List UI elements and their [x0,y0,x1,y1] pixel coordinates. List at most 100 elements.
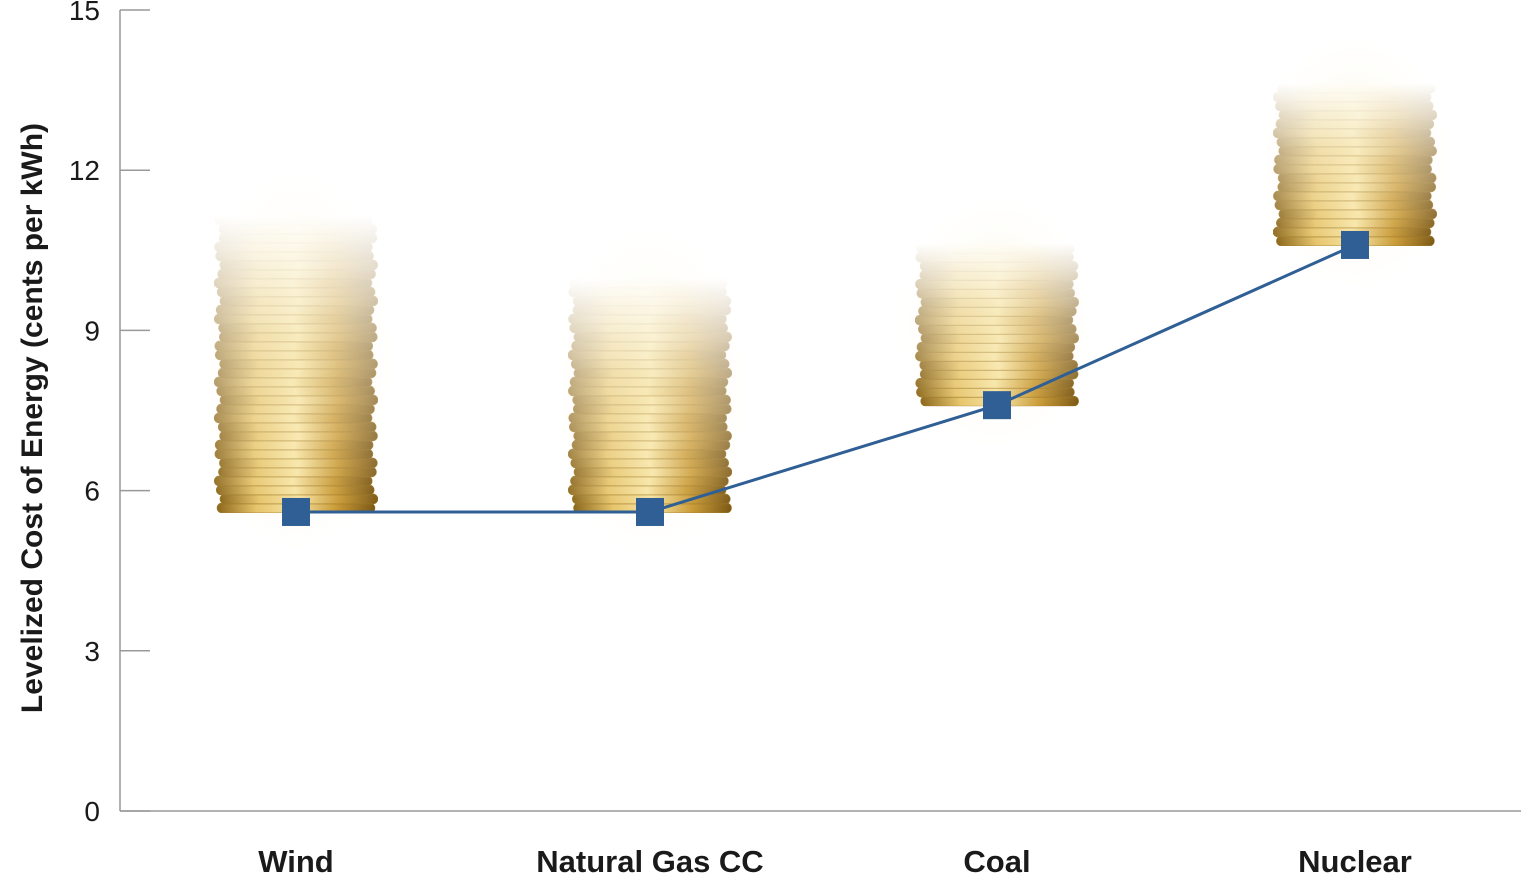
coin [920,296,1080,308]
coin [214,241,373,253]
coin [213,277,373,289]
coin [919,269,1079,281]
y-tick-label: 6 [84,476,100,507]
coin [568,313,727,325]
coin [213,313,373,325]
coin [916,242,1075,254]
coin [216,385,375,397]
coin [218,322,377,334]
y-axis-title: Levelized Cost of Energy (cents per kWh) [16,123,49,713]
coin-stacks [198,34,1453,557]
coin [214,340,374,352]
coin [567,349,727,361]
coin [919,260,1079,272]
coin [213,475,373,487]
coin [570,475,729,487]
coin [567,448,727,460]
coin [1276,217,1435,229]
coin [918,323,1077,335]
coin [915,251,1074,263]
coin [219,457,378,469]
coin [1273,190,1432,202]
x-tick-labels: Wind Natural Gas CC Coal Nuclear [258,844,1412,878]
coin [568,412,728,424]
coin [216,286,376,298]
coin [1277,181,1437,193]
coin-stack [552,226,748,557]
coin [1274,199,1434,211]
coin [219,430,378,442]
coin [1277,82,1436,94]
y-tick-label: 0 [84,796,100,827]
data-point-coal [983,391,1011,420]
coin [573,466,733,478]
coin [218,232,378,244]
coin [568,286,727,298]
coin [1277,172,1437,184]
coin [1278,208,1438,220]
data-point-natural-gas-cc [636,497,664,526]
coin [914,314,1074,326]
coin [918,305,1077,317]
coin [216,403,375,415]
x-tick-label: Natural Gas CC [536,844,763,878]
coin [219,331,378,343]
coin [214,349,374,361]
y-tick-label: 9 [84,315,100,346]
coin [573,331,733,343]
coin [916,287,1076,299]
coin [213,376,373,388]
coin [1278,109,1438,121]
coin [1275,118,1435,130]
coin [569,376,729,388]
coin-stack [1257,34,1453,290]
coin [571,340,730,352]
x-tick-label: Nuclear [1298,844,1412,878]
coin [217,268,376,280]
coin [568,385,727,397]
coin [1273,163,1432,175]
coin [919,368,1079,380]
coin [570,457,730,469]
coin [1276,136,1436,148]
y-tick-label: 3 [84,636,100,667]
coin [214,448,374,460]
coin [1272,91,1432,103]
coin [1272,127,1432,139]
coin [572,304,732,316]
coin [215,304,375,316]
coin [218,466,377,478]
coin [217,367,377,379]
coin [915,377,1074,389]
data-point-nuclear [1341,230,1369,259]
data-point-wind [282,497,310,526]
coin [214,439,374,451]
coin [915,278,1074,290]
coin [219,259,379,271]
coin [567,484,727,496]
coin [916,341,1076,353]
coin [1278,145,1438,157]
y-tick-label: 15 [69,0,100,26]
coin [572,295,732,307]
coin [572,403,732,415]
coin [920,332,1080,344]
coin [572,394,731,406]
coin [1275,100,1434,112]
coin [218,223,378,235]
series-line [296,243,1356,514]
coin [573,367,733,379]
coin [915,350,1074,362]
coin [571,439,731,451]
coin [570,358,730,370]
coin [1274,154,1433,166]
coin [219,394,379,406]
coin [573,430,732,442]
coin [219,295,379,307]
coin [217,421,377,433]
coin [215,484,375,496]
y-tick-label: 12 [69,155,100,186]
coin [213,412,373,424]
coin [215,250,374,262]
